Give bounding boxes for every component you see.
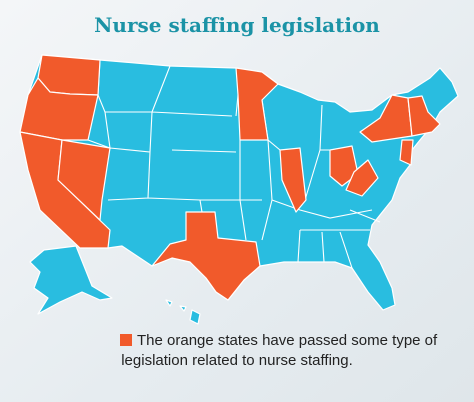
state-texas <box>151 211 261 301</box>
state-west-virginia <box>345 159 379 197</box>
legend-line: legislation related to nurse staffing. <box>121 352 353 369</box>
state-oregon <box>19 77 99 141</box>
state-new-jersey <box>399 139 414 166</box>
hawaii <box>165 299 201 325</box>
state-nevada <box>57 139 111 221</box>
state-illinois <box>279 147 307 213</box>
alaska <box>29 245 113 315</box>
state-minnesota <box>235 67 279 141</box>
state-new-england <box>407 95 441 137</box>
legend-swatch <box>120 334 132 346</box>
legend-line: The orange states have passed some type … <box>137 332 438 349</box>
title: Nurse staffing legislation <box>94 13 380 37</box>
